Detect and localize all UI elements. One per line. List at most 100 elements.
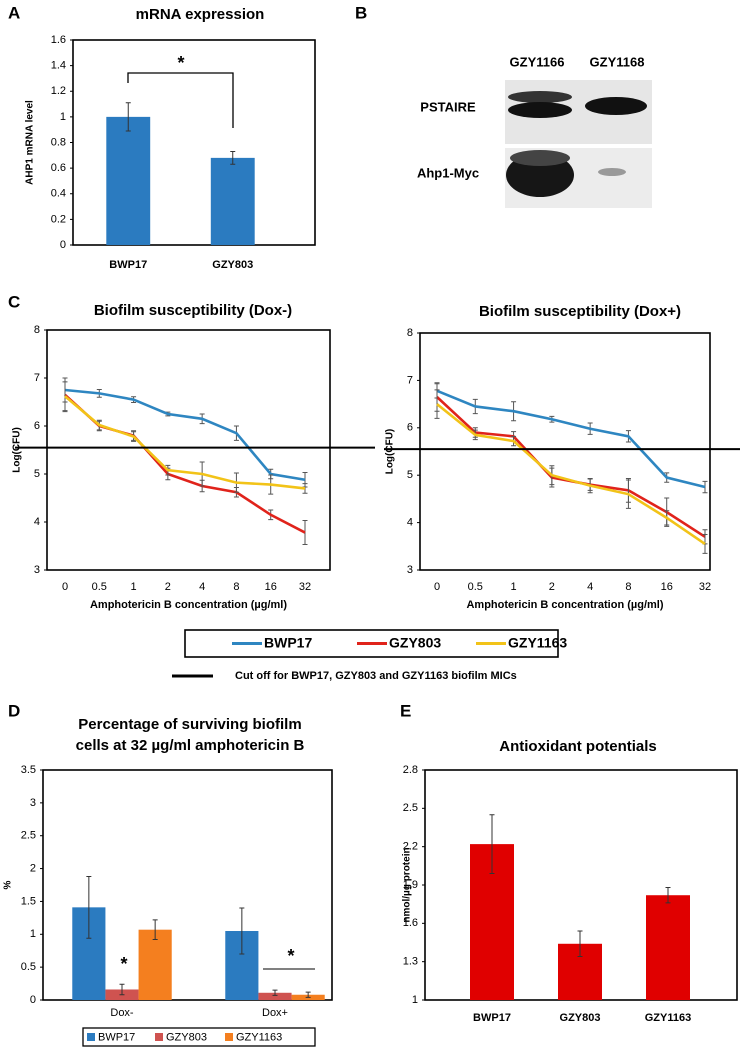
x-tick-label: 16 xyxy=(661,581,673,593)
x-tick-label: 32 xyxy=(699,581,711,593)
y-tick-label: 1 xyxy=(30,928,36,940)
x-tick-label: 4 xyxy=(199,581,205,593)
y-tick-label: 6 xyxy=(34,420,40,432)
x-tick-label: 1 xyxy=(131,581,137,593)
band xyxy=(598,168,626,176)
y-axis-label: nmol/µg protein xyxy=(402,847,413,922)
band xyxy=(585,97,647,115)
x-tick-label: GZY803 xyxy=(212,259,253,271)
bar xyxy=(258,992,292,1000)
x-tick-label: 2 xyxy=(549,581,555,593)
error-bar xyxy=(305,991,311,998)
y-tick-label: 1 xyxy=(412,994,418,1006)
error-bar xyxy=(665,887,671,904)
x-tick-label: GZY1163 xyxy=(645,1012,691,1024)
x-tick-label: 32 xyxy=(299,581,311,593)
legend-label: BWP17 xyxy=(264,635,312,651)
error-bar xyxy=(239,907,245,955)
chart-title: Biofilm susceptibility (Dox+) xyxy=(479,303,681,320)
x-tick-label: Dox- xyxy=(110,1007,134,1019)
y-tick-label: 1.4 xyxy=(51,60,66,72)
panel-letter: A xyxy=(8,3,20,22)
bar xyxy=(106,116,151,245)
chart-title: Percentage of surviving biofilm xyxy=(78,716,301,733)
y-tick-label: 3 xyxy=(407,564,413,576)
y-tick-label: 3.5 xyxy=(21,764,36,776)
error-bar xyxy=(125,102,131,132)
legend-label: GZY1163 xyxy=(508,635,567,651)
x-tick-label: 2 xyxy=(165,581,171,593)
y-tick-label: 0 xyxy=(60,239,66,251)
y-tick-label: 0.5 xyxy=(21,961,36,973)
legend-frame xyxy=(184,629,559,658)
x-tick-label: 16 xyxy=(265,581,277,593)
y-tick-label: 1.6 xyxy=(403,917,418,929)
x-tick-label: BWP17 xyxy=(473,1012,511,1024)
plot-frame xyxy=(419,332,711,571)
band xyxy=(508,91,572,103)
series-line xyxy=(64,395,306,490)
y-tick-label: 0.8 xyxy=(51,136,66,148)
plot-frame xyxy=(72,39,316,246)
x-axis-label: Amphotericin B concentration (µg/ml) xyxy=(466,599,663,611)
x-tick-label: 0 xyxy=(434,581,440,593)
y-tick-label: 7 xyxy=(407,374,413,386)
y-tick-label: 1.9 xyxy=(403,879,418,891)
legend-label: Cut off for BWP17, GZY803 and GZY1163 bi… xyxy=(235,670,517,682)
y-tick-label: 7 xyxy=(34,372,40,384)
y-tick-label: 3 xyxy=(30,797,36,809)
lane-label: GZY1168 xyxy=(590,54,645,69)
error-bar xyxy=(272,989,278,996)
y-tick-label: 2 xyxy=(30,862,36,874)
y-tick-label: 6 xyxy=(407,422,413,434)
y-tick-label: 1.6 xyxy=(51,34,66,46)
significance: * xyxy=(177,53,184,73)
x-tick-label: BWP17 xyxy=(109,259,147,271)
chart-title: cells at 32 µg/ml amphotericin B xyxy=(76,737,305,754)
x-tick-label: 0 xyxy=(62,581,68,593)
significance: * xyxy=(120,954,127,974)
plot-frame xyxy=(42,769,333,1001)
error-bar xyxy=(152,919,158,941)
y-tick-label: 0.2 xyxy=(51,213,66,225)
error-bar xyxy=(119,983,125,996)
y-tick-label: 3 xyxy=(34,564,40,576)
error-bar xyxy=(577,930,583,958)
error-bar xyxy=(230,150,236,165)
y-tick-label: 1 xyxy=(60,111,66,123)
x-tick-label: 4 xyxy=(587,581,593,593)
significance-bracket xyxy=(127,72,234,128)
legend-frame xyxy=(82,1027,316,1047)
legend-swatch xyxy=(155,1033,163,1041)
y-tick-label: 0.6 xyxy=(51,162,66,174)
chart-title: mRNA expression xyxy=(136,6,265,23)
series-line xyxy=(64,388,306,482)
y-tick-label: 1.2 xyxy=(51,85,66,97)
y-axis-label: % xyxy=(3,880,14,889)
x-tick-label: 0.5 xyxy=(92,581,107,593)
blot-panel: B GZY1166 GZY1168 PSTAIRE Ahp1-Myc xyxy=(355,3,652,208)
error-bar xyxy=(489,814,495,874)
y-axis-label: Log(CFU) xyxy=(385,429,396,475)
y-tick-label: 2.5 xyxy=(403,802,418,814)
x-tick-label: 8 xyxy=(625,581,631,593)
chart-title: Antioxidant potentials xyxy=(499,738,657,755)
lane-label: GZY1166 xyxy=(510,54,565,69)
y-tick-label: 8 xyxy=(407,327,413,339)
y-tick-label: 2.8 xyxy=(403,764,418,776)
x-tick-label: GZY803 xyxy=(560,1012,601,1024)
significance: * xyxy=(287,946,294,966)
x-tick-label: 1 xyxy=(511,581,517,593)
plot-frame xyxy=(46,329,331,571)
panel-letter: B xyxy=(355,3,367,22)
y-tick-label: 4 xyxy=(407,517,413,529)
y-tick-label: 8 xyxy=(34,324,40,336)
y-tick-label: 1.5 xyxy=(21,895,36,907)
x-axis-label: Amphotericin B concentration (µg/ml) xyxy=(90,599,287,611)
panel-letter: C xyxy=(8,292,20,311)
error-bar xyxy=(86,875,92,939)
bar xyxy=(210,157,255,245)
bar xyxy=(646,895,690,1000)
y-tick-label: 1.3 xyxy=(403,956,418,968)
